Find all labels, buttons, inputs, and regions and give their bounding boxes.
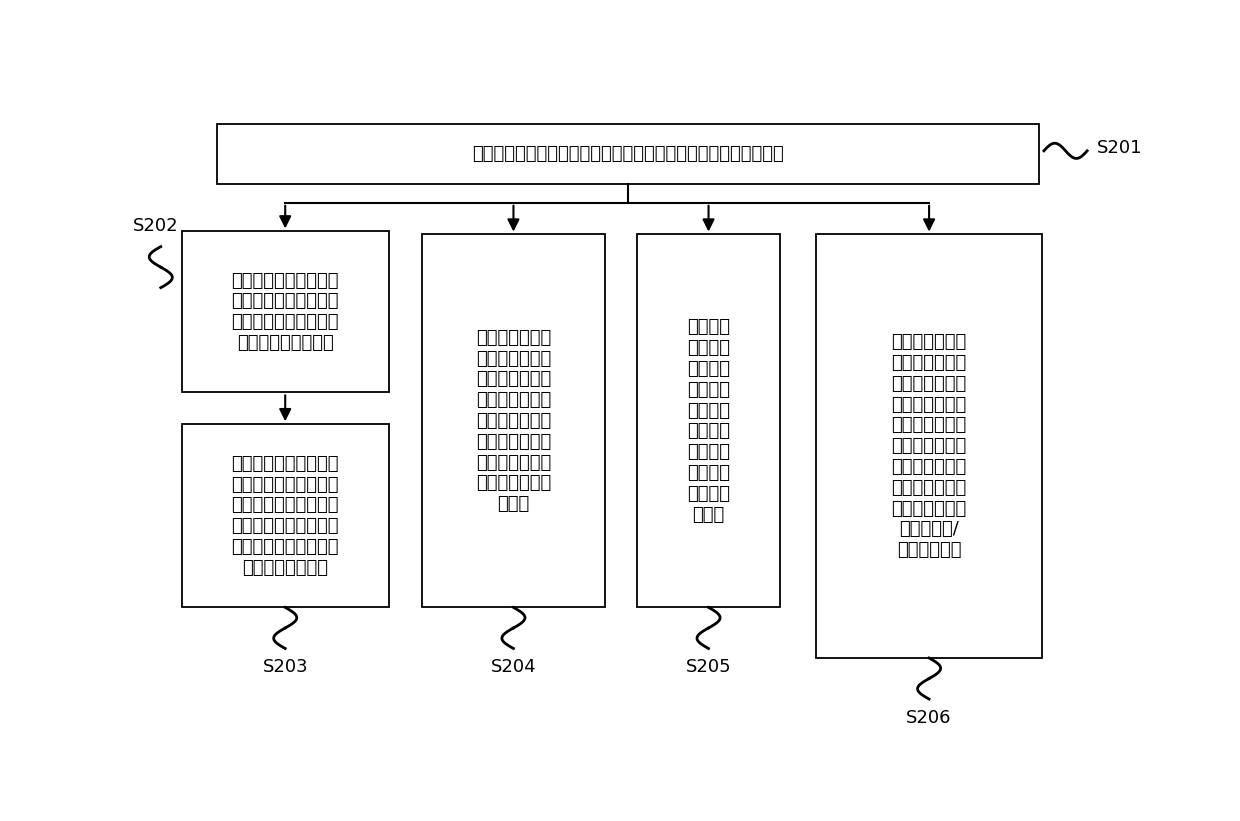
Text: 若第一进水温度小于第
一温度阈值，则根据开
机轮值规则分别开启每
个系统的初级压缩机: 若第一进水温度小于第 一温度阈值，则根据开 机轮值规则分别开启每 个系统的初级压… [232,272,339,352]
Text: 检测到第一进水温度变
化至等于或大于第一温
度阈值，且，小于第二
温度阈值，则根据开机
轮值规则分别开启每个
系统的次级压缩机: 检测到第一进水温度变 化至等于或大于第一温 度阈值，且，小于第二 温度阈值，则根… [232,455,339,576]
Text: S202: S202 [133,218,179,236]
Text: 若第二进水温度
大于第四温度阈
值，则根据关机
轮值规则以及各
个初级压缩机和
次级压缩机的当
前状态，分别关
闭每个系统的处
于开启状态的初
级压缩机和/
或: 若第二进水温度 大于第四温度阈 值，则根据关机 轮值规则以及各 个初级压缩机和 … [892,333,967,559]
Text: S204: S204 [491,658,536,676]
Text: 检测复叠式热水机开机前的第一进水温度和开机后的第二进水温度: 检测复叠式热水机开机前的第一进水温度和开机后的第二进水温度 [472,144,784,163]
FancyBboxPatch shape [422,235,605,608]
FancyBboxPatch shape [816,235,1042,658]
FancyBboxPatch shape [637,235,780,608]
FancyBboxPatch shape [182,424,388,608]
Text: S205: S205 [686,658,732,676]
Text: 若第一进水温度
等于或大于第一
温度阈值，且，
小于第二温度阈
值，则根据开机
轮值规则分别开
启每个系统的初
级压缩机和次级
压缩机: 若第一进水温度 等于或大于第一 温度阈值，且， 小于第二温度阈 值，则根据开机 … [476,328,551,513]
FancyBboxPatch shape [182,232,388,392]
Text: 若第二进
水温度小
于第三温
度阈值，
则根据关
机轮值规
则分别关
闭每个系
统的次级
压缩机: 若第二进 水温度小 于第三温 度阈值， 则根据关 机轮值规 则分别关 闭每个系 … [687,319,730,524]
FancyBboxPatch shape [217,124,1039,184]
Text: S206: S206 [906,709,952,727]
Text: S201: S201 [1096,139,1142,157]
Text: S203: S203 [263,658,308,676]
